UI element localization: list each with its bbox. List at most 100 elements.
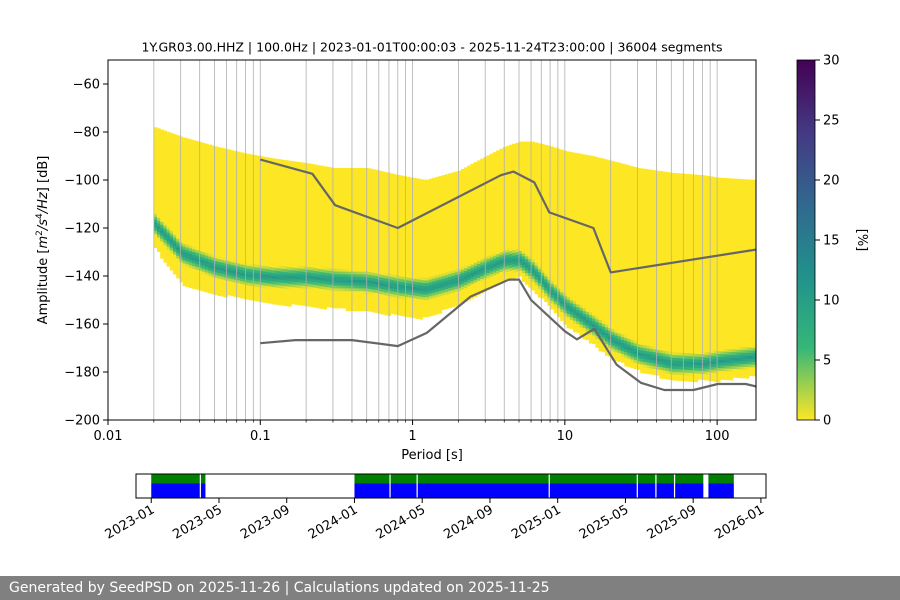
heatmap-cell <box>425 185 430 189</box>
heatmap-cell <box>211 282 215 286</box>
heatmap-cell <box>454 227 459 231</box>
heatmap-cell <box>160 146 164 150</box>
heatmap-cell <box>397 208 401 212</box>
heatmap-cell <box>397 186 401 190</box>
heatmap-cell <box>317 274 321 278</box>
heatmap-cell <box>409 300 414 304</box>
heatmap-cell <box>448 257 452 261</box>
heatmap-cell <box>265 294 270 298</box>
heatmap-cell <box>166 134 171 138</box>
heatmap-cell <box>240 186 244 190</box>
heatmap-cell <box>419 285 423 289</box>
heatmap-cell <box>214 160 219 164</box>
heatmap-cell <box>358 218 363 222</box>
heatmap-cell <box>329 206 334 210</box>
heatmap-cell <box>275 301 279 305</box>
heatmap-cell <box>310 211 315 215</box>
heatmap-cell <box>393 261 398 265</box>
heatmap-cell <box>195 188 199 192</box>
heatmap-cell <box>294 220 299 224</box>
heatmap-cell <box>384 250 388 254</box>
heatmap-cell <box>358 215 363 219</box>
heatmap-cell <box>160 255 164 259</box>
heatmap-cell <box>425 249 430 253</box>
heatmap-cell <box>269 171 273 175</box>
heatmap-cell <box>208 267 212 271</box>
heatmap-cell <box>285 233 289 237</box>
heatmap-cell <box>265 162 270 166</box>
heatmap-cell <box>425 288 430 293</box>
heatmap-cell <box>377 223 382 227</box>
heatmap-cell <box>227 216 231 220</box>
heatmap-cell <box>259 200 263 205</box>
heatmap-cell <box>361 288 366 292</box>
heatmap-cell <box>208 206 212 210</box>
heatmap-cell <box>217 228 222 232</box>
heatmap-cell <box>320 182 324 186</box>
heatmap-cell <box>320 277 324 281</box>
heatmap-cell <box>393 207 398 212</box>
heatmap-cell <box>208 195 212 199</box>
heatmap-cell <box>157 192 161 196</box>
heatmap-cell <box>195 275 199 279</box>
heatmap-cell <box>457 291 462 295</box>
heatmap-cell <box>457 229 462 233</box>
heatmap-cell <box>240 292 244 296</box>
heatmap-cell <box>361 193 366 197</box>
heatmap-cell <box>349 260 353 264</box>
heatmap-cell <box>317 176 321 180</box>
heatmap-cell <box>352 173 356 177</box>
heatmap-cell <box>435 224 439 228</box>
heatmap-cell <box>297 268 302 272</box>
heatmap-cell <box>313 226 318 230</box>
heatmap-cell <box>432 275 436 279</box>
heatmap-cell <box>160 188 164 192</box>
heatmap-cell <box>281 283 286 287</box>
heatmap-cell <box>425 179 430 183</box>
heatmap-cell <box>371 300 375 304</box>
heatmap-cell <box>333 190 337 194</box>
heatmap-cell <box>419 279 423 284</box>
heatmap-cell <box>169 236 174 240</box>
heatmap-cell <box>342 196 347 200</box>
heatmap-cell <box>390 307 395 312</box>
heatmap-cell <box>317 296 321 300</box>
heatmap-cell <box>301 294 305 298</box>
heatmap-cell <box>240 247 244 251</box>
heatmap-cell <box>201 201 206 205</box>
heatmap-cell <box>435 190 439 195</box>
heatmap-cell <box>169 256 174 260</box>
heatmap-cell <box>323 269 327 274</box>
heatmap-cell <box>329 178 334 182</box>
heatmap-cell <box>349 226 353 230</box>
heatmap-cell <box>253 171 257 175</box>
heatmap-cell <box>285 283 289 287</box>
heatmap-cell <box>416 217 420 221</box>
heatmap-cell <box>339 305 343 309</box>
heatmap-cell <box>275 214 279 218</box>
heatmap-cell <box>361 226 366 230</box>
heatmap-cell <box>349 266 353 270</box>
heatmap-cell <box>371 264 375 268</box>
heatmap-cell <box>352 294 356 298</box>
heatmap-cell <box>416 301 420 305</box>
heatmap-cell <box>352 184 356 188</box>
heatmap-cell <box>448 215 452 219</box>
heatmap-cell <box>259 209 263 213</box>
heatmap-cell <box>169 205 174 209</box>
heatmap-cell <box>169 169 174 173</box>
heatmap-cell <box>441 306 446 310</box>
heatmap-cell <box>336 252 340 256</box>
heatmap-cell <box>429 254 433 258</box>
heatmap-cell <box>291 250 295 254</box>
heatmap-cell <box>182 218 187 222</box>
heatmap-cell <box>294 293 299 297</box>
heatmap-cell <box>381 294 385 298</box>
heatmap-cell <box>342 170 347 174</box>
heatmap-cell <box>288 295 292 299</box>
heatmap-cell <box>262 179 267 183</box>
heatmap-cell <box>323 227 327 232</box>
heatmap-cell <box>233 237 238 241</box>
heatmap-cell <box>425 193 430 197</box>
heatmap-cell <box>435 193 439 197</box>
